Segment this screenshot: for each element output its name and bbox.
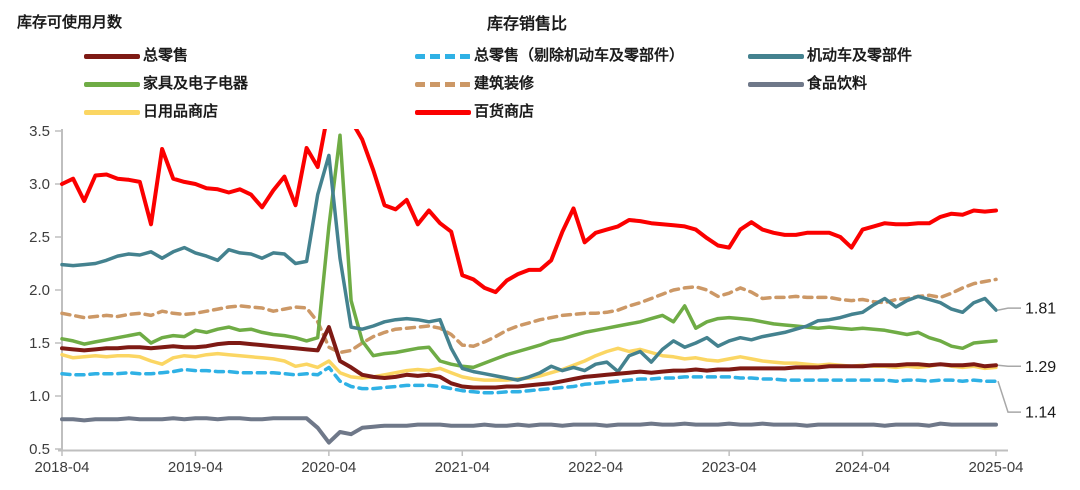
series-line-3 xyxy=(60,133,998,370)
x-tick-label: 2018-04 xyxy=(34,459,89,476)
x-tick-label: 2022-04 xyxy=(568,459,623,476)
end-label-leader-line xyxy=(997,307,1021,311)
series-line-1 xyxy=(60,365,998,395)
end-label-leader-line xyxy=(997,364,1021,368)
legend-item-total-retail-ex-auto: 总零售（剔除机动车及零部件） xyxy=(415,46,684,66)
legend-swatch-line-icon xyxy=(415,81,471,87)
legend-item-auto-parts: 机动车及零部件 xyxy=(748,46,912,66)
legend-item-furniture-electronics: 家具及电子电器 xyxy=(84,74,248,94)
y-tick-label: 1.5 xyxy=(29,335,50,352)
y-tick-label: 0.5 xyxy=(29,441,50,458)
legend-label: 食品饮料 xyxy=(807,75,868,92)
x-tick-label: 2023-04 xyxy=(702,459,757,476)
legend-swatch-line-icon xyxy=(84,53,140,59)
y-tick-label: 1.0 xyxy=(29,388,50,405)
legend-label: 家具及电子电器 xyxy=(143,75,249,92)
x-tick-label: 2020-04 xyxy=(301,459,356,476)
legend-label: 百货商店 xyxy=(474,103,535,120)
legend-item-food-beverage: 食品饮料 xyxy=(748,74,867,94)
y-tick-label: 2.5 xyxy=(29,229,50,246)
y-tick-label: 2.0 xyxy=(29,282,50,299)
y-axis-unit-note: 库存可使用月数 xyxy=(17,14,123,31)
legend-label: 机动车及零部件 xyxy=(807,47,913,64)
series-line-4 xyxy=(60,277,998,355)
x-tick-label: 2025-04 xyxy=(968,459,1023,476)
end-value-label: 1.81 xyxy=(1025,301,1056,318)
end-label-leader-line xyxy=(997,380,1021,413)
x-tick-label: 2024-04 xyxy=(835,459,890,476)
x-tick-label: 2021-04 xyxy=(435,459,490,476)
legend-swatch-line-icon xyxy=(415,109,471,115)
legend-label: 总零售（剔除机动车及零部件） xyxy=(474,47,685,64)
series-line-5 xyxy=(60,416,998,445)
legend-item-total-retail: 总零售 xyxy=(84,46,188,66)
legend-swatch-line-icon xyxy=(748,53,804,59)
legend-swatch-line-icon xyxy=(84,81,140,87)
y-tick-label: 3.5 xyxy=(29,123,50,140)
y-tick-label: 3.0 xyxy=(29,176,50,193)
x-tick-label: 2019-04 xyxy=(168,459,223,476)
chart-title: 库存销售比 xyxy=(486,16,567,33)
series-line-0 xyxy=(60,325,998,390)
legend-label: 建筑装修 xyxy=(474,75,535,92)
legend-swatch-line-icon xyxy=(415,53,471,59)
legend-label: 总零售 xyxy=(143,47,189,64)
series-line-7 xyxy=(60,129,998,295)
legend-item-building-materials: 建筑装修 xyxy=(415,74,534,94)
legend-swatch-line-icon xyxy=(748,81,804,87)
series-line-2 xyxy=(60,153,998,382)
end-value-label: 1.14 xyxy=(1025,405,1056,422)
legend-label: 日用品商店 xyxy=(143,103,219,120)
legend-item-department-stores: 百货商店 xyxy=(415,102,534,122)
end-value-label: 1.29 xyxy=(1025,359,1056,376)
legend-swatch-line-icon xyxy=(84,109,140,115)
legend-item-general-merchandise: 日用品商店 xyxy=(84,102,218,122)
